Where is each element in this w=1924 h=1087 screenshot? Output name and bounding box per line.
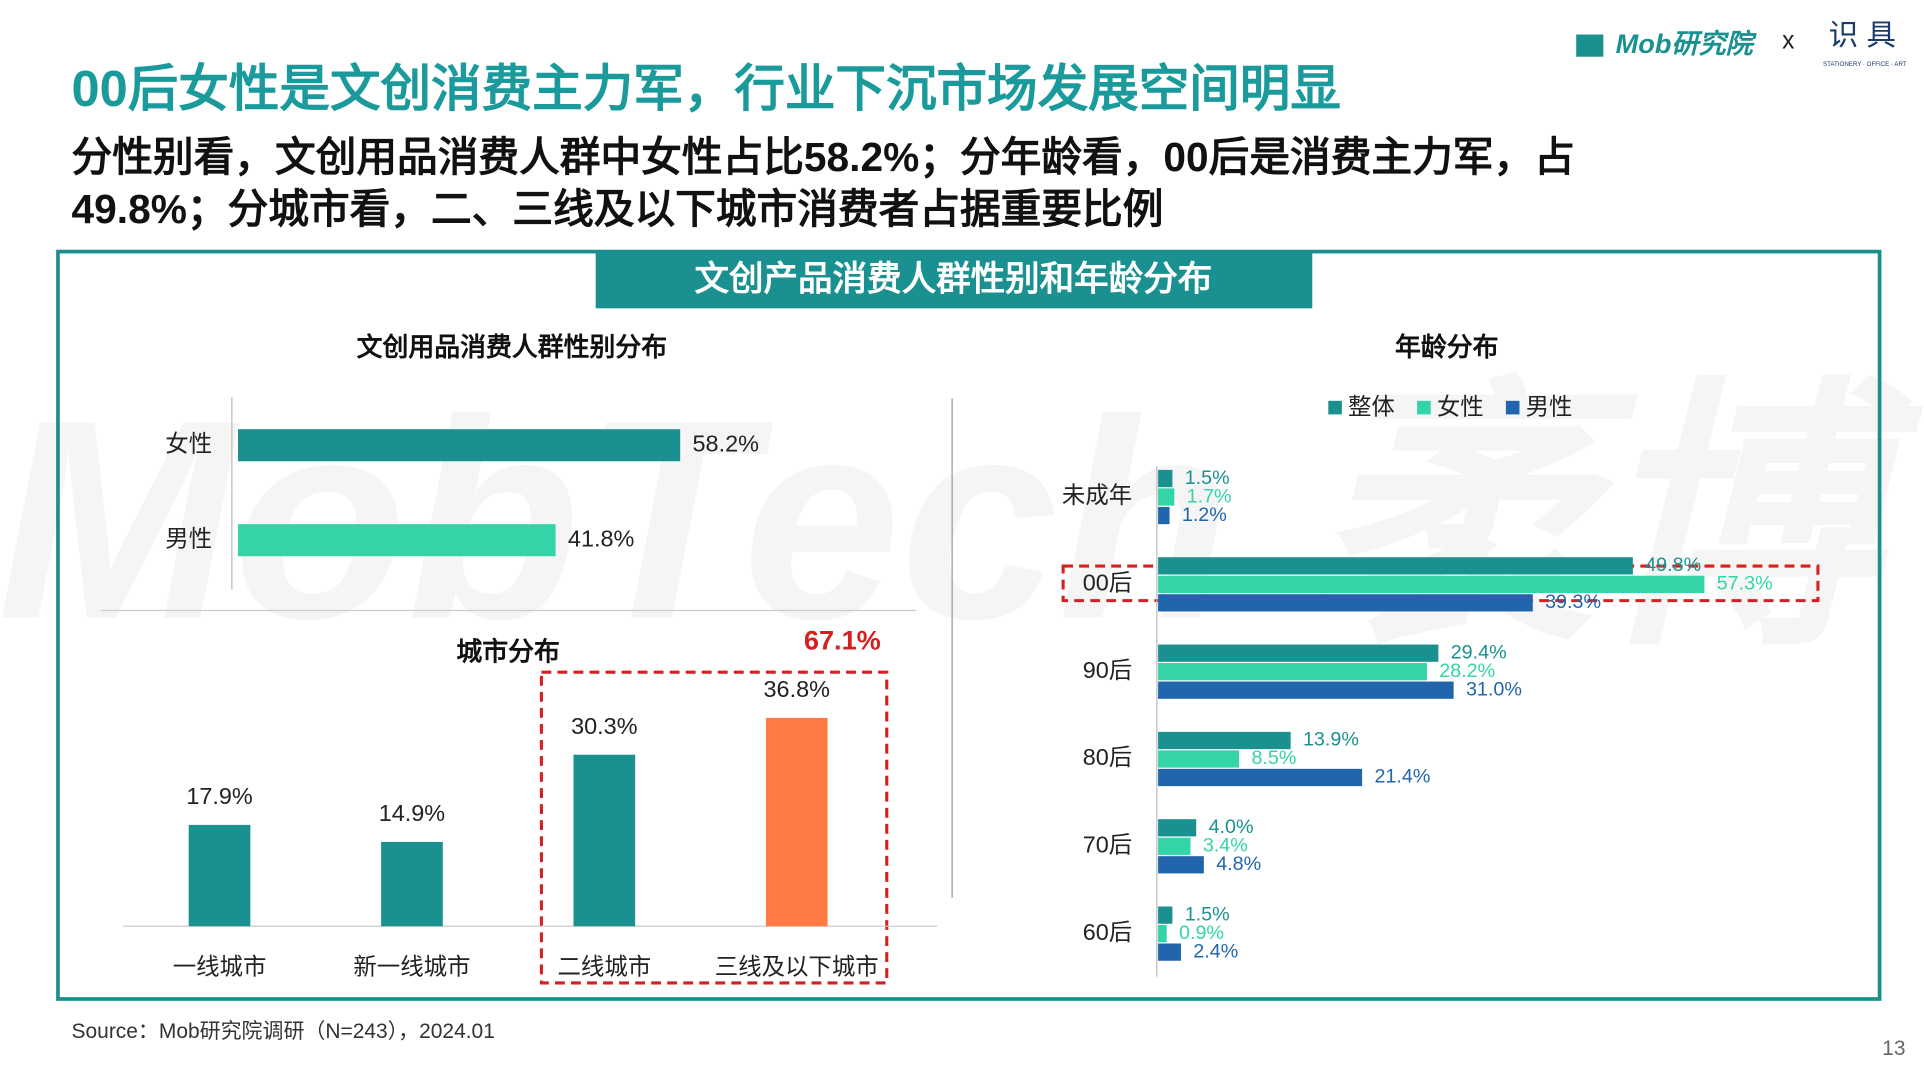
bar xyxy=(1158,594,1533,612)
legend-swatch xyxy=(1505,400,1520,415)
value-label: 14.9% xyxy=(379,800,445,826)
bar xyxy=(1158,681,1454,699)
legend-swatch xyxy=(1417,400,1431,415)
category-label: 60后 xyxy=(1083,919,1132,945)
bar xyxy=(1158,488,1175,506)
logo-icon xyxy=(1576,34,1604,57)
value-label: 0.9% xyxy=(1179,922,1224,944)
category-label: 90后 xyxy=(1083,657,1132,683)
bar xyxy=(1158,557,1633,575)
logo-cross: x xyxy=(1782,27,1795,54)
category-label: 三线及以下城市 xyxy=(715,953,879,979)
value-label: 41.8% xyxy=(568,525,634,551)
category-label: 一线城市 xyxy=(173,953,267,979)
value-label: 36.8% xyxy=(764,676,830,702)
bar xyxy=(1158,837,1191,855)
bar xyxy=(1158,819,1197,837)
chart-title: 年龄分布 xyxy=(1395,332,1499,362)
value-label: 58.2% xyxy=(693,430,759,456)
value-label: 3.4% xyxy=(1203,835,1248,857)
bar xyxy=(1158,856,1204,874)
bar xyxy=(1158,575,1705,593)
category-label: 70后 xyxy=(1083,831,1132,857)
bar xyxy=(1158,906,1173,924)
bar xyxy=(1158,663,1427,681)
annotation: 67.1% xyxy=(804,625,881,656)
title: 00后女性是文创消费主力军，行业下沉市场发展空间明显 xyxy=(72,60,1341,117)
category-label: 男性 xyxy=(165,525,212,551)
category-label: 女性 xyxy=(165,430,212,456)
value-label: 1.2% xyxy=(1182,504,1227,526)
bar xyxy=(1158,943,1181,961)
subtitle-line: 分性别看，文创用品消费人群中女性占比58.2%；分年龄看，00后是消费主力军，占 xyxy=(72,134,1575,180)
partner-logo: 识 具 xyxy=(1829,19,1896,52)
value-label: 17.9% xyxy=(186,783,252,809)
category-label: 未成年 xyxy=(1062,482,1132,508)
value-label: 4.0% xyxy=(1209,816,1254,838)
bar xyxy=(188,824,251,927)
bar xyxy=(573,754,636,927)
value-label: 31.0% xyxy=(1466,678,1522,700)
category-label: 80后 xyxy=(1083,744,1132,770)
chart-title: 城市分布 xyxy=(456,637,560,667)
category-label: 00后 xyxy=(1083,570,1132,596)
value-label: 1.5% xyxy=(1185,467,1230,489)
value-label: 49.8% xyxy=(1645,554,1701,576)
bar xyxy=(238,429,681,462)
bar xyxy=(1158,768,1363,787)
bar xyxy=(1158,750,1240,768)
bar xyxy=(1158,506,1170,525)
value-label: 13.9% xyxy=(1303,729,1359,751)
value-label: 30.3% xyxy=(571,713,637,739)
category-label: 新一线城市 xyxy=(353,953,470,979)
value-label: 29.4% xyxy=(1451,641,1507,663)
legend-label: 女性 xyxy=(1437,393,1484,419)
watermark: MobTech 袤博 xyxy=(0,362,1924,679)
highlight-box xyxy=(539,670,889,985)
bar xyxy=(1158,469,1173,488)
value-label: 4.8% xyxy=(1216,853,1261,875)
bar xyxy=(1158,731,1291,750)
value-label: 1.7% xyxy=(1187,485,1232,507)
bar xyxy=(1158,644,1439,662)
logo: Mob研究院 xyxy=(1616,28,1758,59)
value-label: 28.2% xyxy=(1439,660,1495,682)
bar xyxy=(381,841,443,927)
bar xyxy=(1158,924,1167,943)
subtitle-line: 49.8%；分城市看，二、三线及以下城市消费者占据重要比例 xyxy=(72,186,1164,232)
value-label: 2.4% xyxy=(1193,940,1238,962)
legend-label: 整体 xyxy=(1348,393,1395,419)
legend-swatch xyxy=(1328,400,1342,415)
bar xyxy=(238,524,556,557)
value-label: 39.3% xyxy=(1545,591,1601,613)
panel-title: 文创产品消费人群性别和年龄分布 xyxy=(694,260,1212,298)
value-label: 1.5% xyxy=(1185,903,1230,925)
panel-header xyxy=(595,251,1313,309)
source: Source：Mob研究院调研（N=243），2024.01 xyxy=(72,1020,495,1043)
bar xyxy=(765,717,828,927)
value-label: 8.5% xyxy=(1251,747,1296,769)
legend-label: 男性 xyxy=(1526,393,1573,419)
chart-title: 文创用品消费人群性别分布 xyxy=(357,332,668,362)
page-number: 13 xyxy=(1882,1037,1905,1060)
partner-sub: STATIONERY · OFFICE · ART xyxy=(1823,61,1907,68)
category-label: 二线城市 xyxy=(557,953,651,979)
value-label: 57.3% xyxy=(1717,573,1773,595)
value-label: 21.4% xyxy=(1374,766,1430,788)
